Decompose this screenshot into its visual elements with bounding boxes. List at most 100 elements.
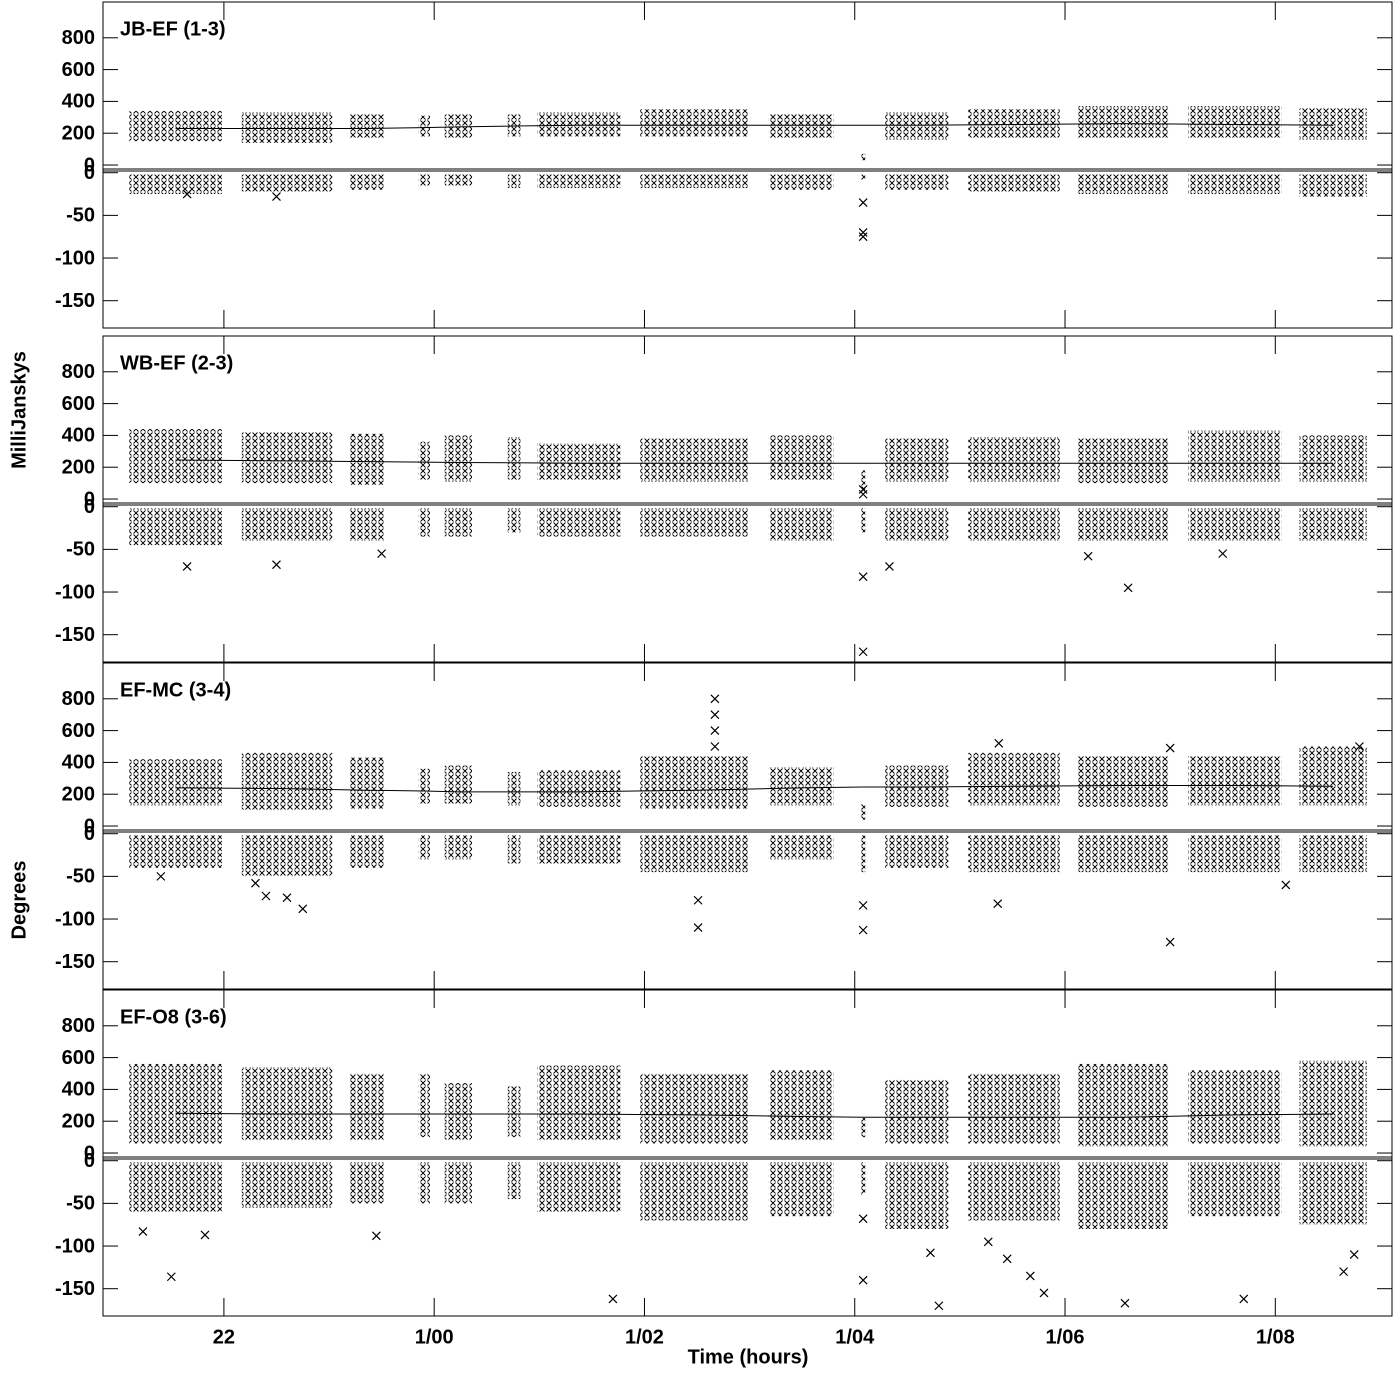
phase-point: [251, 878, 260, 888]
phase-point: [858, 1275, 868, 1285]
y-tick-label: 200: [62, 456, 95, 478]
phase-scan: [640, 174, 749, 189]
y-tick-label: 600: [62, 393, 95, 415]
y-tick-label: -100: [55, 581, 95, 603]
phase-scan: [1077, 1162, 1170, 1229]
phase-point: [166, 1272, 176, 1282]
phase-scan: [1299, 835, 1367, 873]
phase-scan: [861, 1162, 866, 1195]
amplitude-scan: [241, 1067, 333, 1141]
phase-point: [934, 1301, 944, 1311]
amplitude-scan: [129, 110, 222, 142]
phase-scan: [537, 835, 621, 864]
phase-scan: [1188, 508, 1282, 541]
amplitude-scan: [418, 1073, 430, 1138]
phase-scan: [349, 835, 384, 868]
phase-point: [1120, 1298, 1130, 1308]
phase-scan: [968, 174, 1060, 192]
phase-scan: [640, 835, 749, 873]
panel-frame: [102, 989, 1393, 1317]
phase-scan: [129, 835, 222, 868]
y-axis-label: Degrees: [8, 861, 30, 940]
phase-scan: [444, 508, 473, 537]
panel-title: EF-MC (3-4): [120, 679, 231, 701]
phase-point: [1239, 1294, 1249, 1304]
amplitude-point: [710, 742, 720, 751]
y-tick-label: 0: [84, 823, 95, 845]
amplitude-scan: [241, 752, 333, 811]
amplitude-scan: [418, 768, 430, 804]
y-tick-label: 0: [84, 496, 95, 518]
phase-scan: [418, 1162, 430, 1204]
phase-scan: [444, 835, 473, 860]
amplitude-scan: [640, 756, 749, 809]
amplitude-scan: [129, 759, 222, 806]
amplitude-scan: [861, 470, 866, 493]
amplitude-point: [710, 710, 720, 720]
amplitude-scan: [537, 112, 621, 137]
amplitude-point: [710, 694, 720, 704]
y-tick-label: -100: [55, 908, 95, 930]
y-tick-label: 0: [84, 154, 95, 176]
amplitude-scan: [861, 803, 866, 820]
phase-point: [298, 904, 308, 914]
amplitude-scan: [507, 114, 521, 137]
phase-scan: [1299, 174, 1367, 197]
amplitude-point: [1165, 743, 1175, 753]
amplitude-scan: [861, 153, 866, 161]
phase-scan: [444, 174, 473, 186]
y-tick-label: -100: [55, 1235, 95, 1257]
amplitude-scan: [418, 441, 430, 480]
y-tick-label: -50: [66, 1193, 95, 1215]
y-tick-label: 200: [62, 122, 95, 144]
phase-scan: [129, 174, 222, 195]
phase-point: [1349, 1250, 1359, 1259]
amplitude-scan: [1077, 438, 1170, 484]
phase-scan: [349, 174, 384, 190]
phase-scan: [1299, 508, 1367, 541]
phase-point: [182, 562, 192, 571]
amplitude-scan: [418, 115, 430, 137]
model-line: [175, 784, 1334, 793]
model-line: [175, 459, 1334, 464]
y-tick-label: -100: [55, 247, 95, 269]
amplitude-scan: [885, 765, 949, 807]
amplitude-scan: [444, 765, 473, 804]
amplitude-scan: [349, 1073, 384, 1141]
phase-point: [1281, 880, 1291, 890]
phase-scan: [968, 508, 1060, 541]
y-tick-label: 0: [84, 488, 95, 510]
phase-point: [371, 1231, 381, 1241]
x-axis-label: Time (hours): [688, 1346, 809, 1368]
amplitude-scan: [640, 109, 749, 137]
amplitude-scan: [640, 438, 749, 482]
amplitude-scan: [537, 443, 621, 480]
amplitude-scan: [444, 1083, 473, 1141]
phase-point: [1083, 551, 1093, 561]
y-tick-label: 0: [84, 1150, 95, 1172]
phase-point: [1002, 1254, 1012, 1264]
phase-point: [858, 925, 868, 935]
phase-scan: [861, 508, 866, 533]
y-tick-label: 800: [62, 1015, 95, 1037]
y-tick-label: 400: [62, 1079, 95, 1101]
phase-scan: [129, 1162, 222, 1212]
phase-point: [693, 923, 703, 932]
phase-scan: [537, 174, 621, 189]
amplitude-scan: [129, 1063, 222, 1144]
amplitude-scan: [444, 435, 473, 482]
amplitude-scan: [1188, 1070, 1282, 1144]
amplitude-scan: [1077, 1063, 1170, 1147]
phase-scan: [241, 1162, 333, 1208]
y-tick-label: 400: [62, 91, 95, 113]
phase-point: [1025, 1271, 1035, 1281]
phase-scan: [537, 508, 621, 537]
y-tick-label: 600: [62, 1047, 95, 1069]
y-tick-label: 200: [62, 1110, 95, 1132]
phase-scan: [1188, 174, 1282, 195]
phase-scan: [885, 835, 949, 868]
phase-scan: [885, 1162, 949, 1229]
phase-point: [1218, 549, 1228, 559]
phase-point: [608, 1294, 618, 1304]
